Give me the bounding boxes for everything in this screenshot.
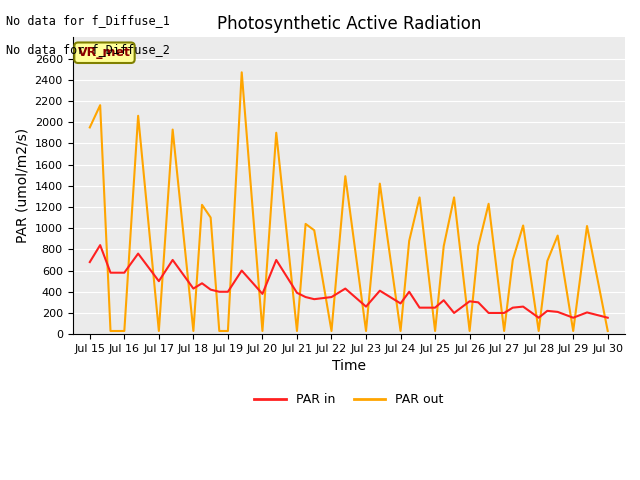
X-axis label: Time: Time (332, 360, 366, 373)
Title: Photosynthetic Active Radiation: Photosynthetic Active Radiation (216, 15, 481, 33)
Text: No data for f_Diffuse_1: No data for f_Diffuse_1 (6, 14, 170, 27)
Text: No data for f_Diffuse_2: No data for f_Diffuse_2 (6, 43, 170, 56)
Text: VR_met: VR_met (78, 46, 131, 59)
Y-axis label: PAR (umol/m2/s): PAR (umol/m2/s) (15, 128, 29, 243)
Legend: PAR in, PAR out: PAR in, PAR out (249, 388, 448, 411)
